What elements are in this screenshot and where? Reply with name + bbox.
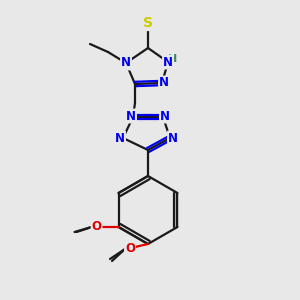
Text: N: N [160,110,170,122]
Text: N: N [115,131,125,145]
Text: N: N [168,131,178,145]
Text: methoxy: methoxy [73,225,79,226]
Text: N: N [121,56,131,70]
Text: N: N [163,56,173,68]
Text: H: H [168,54,178,64]
Text: O: O [92,220,102,233]
Text: N: N [126,110,136,122]
Text: S: S [143,16,153,30]
Text: O: O [125,242,135,256]
Text: N: N [159,76,169,89]
